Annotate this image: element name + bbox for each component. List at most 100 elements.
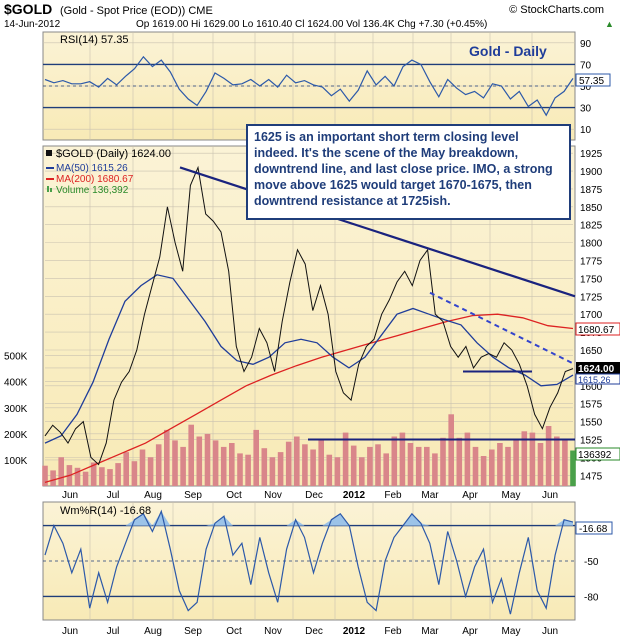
badge-close: 1624.00 bbox=[578, 364, 615, 375]
volume-y-tick-label: 200K bbox=[4, 430, 28, 441]
volume-bar bbox=[391, 436, 398, 486]
price-y-tick-label: 1475 bbox=[580, 471, 603, 482]
volume-bar bbox=[480, 456, 487, 486]
volume-bar bbox=[570, 450, 576, 486]
x-axis-label: May bbox=[502, 626, 521, 637]
price-y-ticks: 1475150015251550157516001625165016751700… bbox=[580, 149, 603, 482]
volume-bar bbox=[424, 446, 430, 486]
legend-ma50: MA(50) 1615.26 bbox=[56, 163, 128, 174]
volume-bar bbox=[529, 432, 536, 486]
volume-bar bbox=[310, 449, 316, 486]
volume-bar bbox=[42, 465, 48, 486]
x-axis-label: Apr bbox=[462, 490, 478, 501]
x-axis-label: Sep bbox=[184, 490, 202, 501]
williams-label: Wm%R(14) -16.68 bbox=[60, 505, 151, 517]
x-axis-label: Dec bbox=[305, 626, 323, 637]
price-y-tick-label: 1875 bbox=[580, 185, 603, 196]
price-y-tick-label: 1525 bbox=[580, 435, 603, 446]
williams-y-tick-label: -80 bbox=[584, 592, 599, 603]
volume-bar bbox=[229, 443, 235, 486]
volume-bar bbox=[334, 457, 341, 486]
volume-bar bbox=[294, 436, 300, 486]
volume-bar bbox=[326, 454, 333, 486]
legend-price: $GOLD (Daily) 1624.00 bbox=[56, 148, 171, 160]
badge-ma200-bg bbox=[575, 322, 620, 336]
rsi-grid bbox=[43, 32, 575, 140]
volume-bar bbox=[90, 462, 97, 486]
x-axis-label: Jun bbox=[542, 490, 558, 501]
copyright: © StockCharts.com bbox=[509, 4, 604, 16]
volume-bar bbox=[212, 440, 219, 486]
price-y-tick-label: 1900 bbox=[580, 167, 603, 178]
legend-ma200: MA(200) 1680.67 bbox=[56, 174, 134, 185]
price-y-tick-label: 1725 bbox=[580, 292, 603, 303]
rsi-last-value: 57.35 bbox=[579, 76, 604, 87]
volume-y-ticks: 100K 200K 300K 400K 500K bbox=[4, 352, 28, 467]
x-axis-label: Mar bbox=[421, 626, 439, 637]
volume-bar bbox=[432, 453, 438, 486]
x-axis-label: Dec bbox=[305, 490, 323, 501]
volume-bar bbox=[204, 433, 211, 486]
williams-panel: -20-50-80 Wm%R(14) -16.68 -16.68 bbox=[42, 501, 613, 621]
x-axis-labels-bottom: Jun Jul Aug Sep Oct Nov Dec 2012 Feb Mar Apr May Jun bbox=[62, 626, 558, 637]
volume-bar bbox=[115, 463, 121, 486]
volume-bar bbox=[302, 444, 308, 486]
x-axis-label: Jun bbox=[62, 626, 78, 637]
price-y-tick-label: 1750 bbox=[580, 274, 603, 285]
volume-bar bbox=[107, 469, 113, 486]
price-line bbox=[44, 165, 574, 466]
legend-volume: Volume 136,392 bbox=[56, 185, 129, 196]
williams-last-value: -16.68 bbox=[579, 524, 608, 535]
volume-bar bbox=[269, 457, 276, 486]
x-axis-label: Jun bbox=[62, 490, 78, 501]
change-arrow-icon: ▲ bbox=[605, 19, 614, 29]
volume-bar bbox=[350, 445, 357, 486]
badge-close-bg bbox=[576, 362, 620, 374]
volume-y-tick-label: 500K bbox=[4, 352, 28, 363]
volume-bar bbox=[545, 426, 552, 486]
x-axis-label: Oct bbox=[226, 490, 242, 501]
volume-bar bbox=[497, 443, 503, 486]
x-axis-label: Mar bbox=[421, 490, 439, 501]
price-legend: $GOLD (Daily) 1624.00 MA(50) 1615.26 MA(… bbox=[46, 148, 171, 196]
price-y-tick-label: 1925 bbox=[580, 149, 603, 160]
rsi-last-badge: 57.35 bbox=[575, 73, 611, 87]
volume-bar bbox=[440, 437, 446, 486]
ohlc-readout: Op 1619.00 Hi 1629.00 Lo 1610.40 Cl 1624… bbox=[136, 19, 487, 30]
price-y-tick-label: 1550 bbox=[580, 418, 603, 429]
volume-bar bbox=[407, 443, 414, 486]
rsi-y-tick-label: 90 bbox=[580, 39, 592, 50]
price-y-tick-label: 1650 bbox=[580, 346, 603, 357]
x-axis-label: Apr bbox=[462, 626, 478, 637]
rsi-panel: 10 30 50 70 90 RSI(14) 57.35 Gold - Daily 57… bbox=[42, 31, 611, 141]
volume-bar bbox=[99, 467, 105, 486]
volume-bar bbox=[318, 440, 324, 486]
price-y-tick-label: 1600 bbox=[580, 382, 603, 393]
williams-y-tick-label: -50 bbox=[584, 557, 599, 568]
price-y-tick-label: 1825 bbox=[580, 221, 603, 232]
x-axis-label: Aug bbox=[144, 626, 162, 637]
rsi-y-tick-label: 10 bbox=[580, 125, 592, 136]
volume-bar bbox=[180, 446, 186, 486]
badge-ma50: 1615.26 bbox=[578, 375, 611, 385]
badge-ma200: 1680.67 bbox=[578, 325, 615, 336]
volume-bar bbox=[521, 431, 528, 487]
volume-bar bbox=[164, 429, 170, 486]
x-axis-label: Jul bbox=[107, 490, 120, 501]
panel-title: Gold - Daily bbox=[469, 43, 547, 59]
volume-bar bbox=[489, 449, 495, 486]
rsi-y-tick-label: 70 bbox=[580, 60, 592, 71]
volume-bar bbox=[562, 440, 568, 486]
badge-volume-bg bbox=[575, 447, 620, 461]
volume-bar bbox=[220, 446, 227, 486]
x-axis-label: Aug bbox=[144, 490, 162, 501]
volume-bar bbox=[147, 457, 154, 486]
volume-y-tick-label: 300K bbox=[4, 404, 28, 415]
volume-bar bbox=[285, 441, 292, 486]
price-y-tick-label: 1850 bbox=[580, 203, 603, 214]
volume-bar bbox=[196, 436, 203, 486]
volume-bar bbox=[415, 446, 422, 486]
x-axis-label: Oct bbox=[226, 626, 242, 637]
volume-bar bbox=[123, 452, 129, 486]
volume-bar bbox=[172, 440, 178, 486]
